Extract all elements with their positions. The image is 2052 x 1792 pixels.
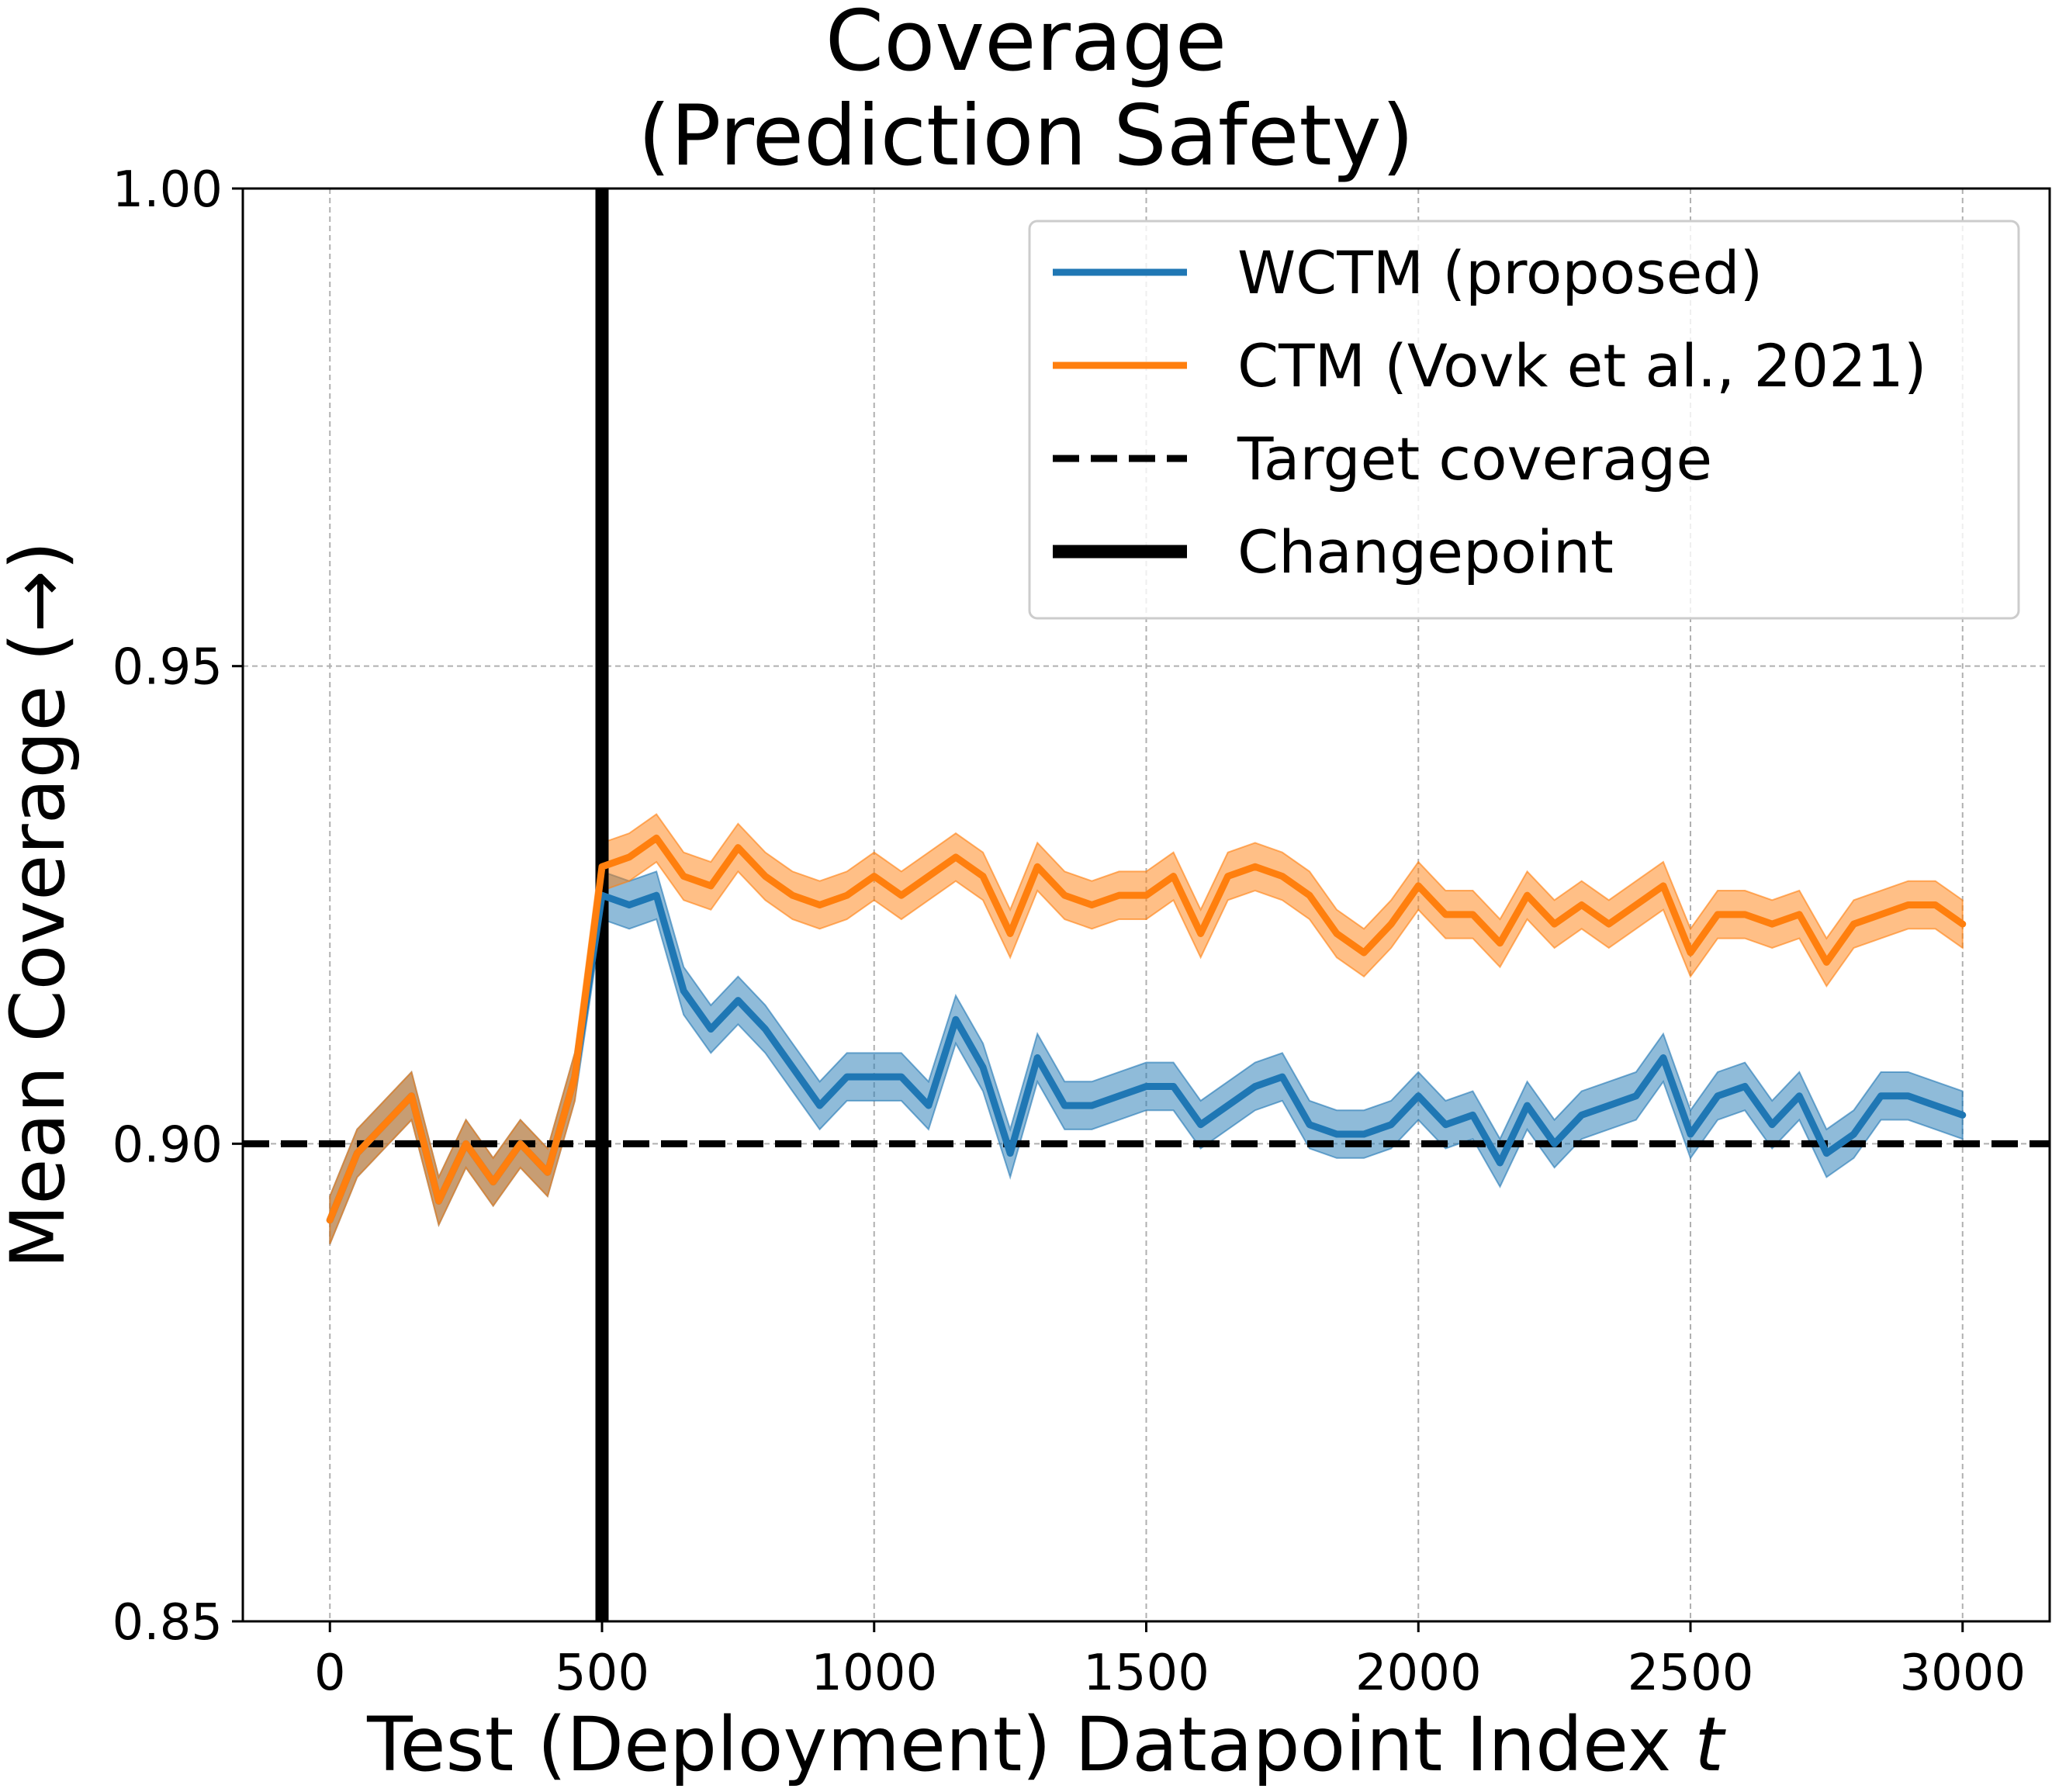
y-tick-label: 0.95: [112, 639, 223, 697]
x-axis-title: Test (Deployment) Datapoint Index t: [366, 1701, 1726, 1788]
y-axis-title: Mean Coverage (→): [0, 541, 81, 1269]
y-tick-label: 1.00: [112, 161, 223, 219]
legend-label: CTM (Vovk et al., 2021): [1237, 331, 1927, 400]
x-tick-label: 2500: [1628, 1645, 1754, 1702]
x-tick-label: 2000: [1355, 1645, 1482, 1702]
x-axis-title-variable: t: [1694, 1701, 1726, 1788]
x-tick-label: 3000: [1899, 1645, 2026, 1702]
legend-label: Changepoint: [1237, 517, 1614, 586]
series-line-1: [326, 834, 1967, 1224]
y-tick-label: 0.85: [112, 1594, 223, 1652]
x-tick-label: 0: [314, 1645, 346, 1702]
x-tick-label: 1000: [811, 1645, 937, 1702]
series-lines: [326, 834, 1967, 1224]
legend-label: Target coverage: [1237, 424, 1712, 493]
x-axis-title-text: Test (Deployment) Datapoint Index: [366, 1701, 1671, 1788]
y-tick-label: 0.90: [112, 1116, 223, 1174]
legend-label: WCTM (proposed): [1237, 238, 1763, 307]
series-line-0: [326, 891, 1967, 1224]
axis-ticks: 0 500 1000 1500 2000 2500 3000 0.85 0.90 0.95 1.00: [112, 161, 2026, 1702]
chart-title: Coverage: [825, 0, 1227, 90]
chart-subtitle: (Prediction Safety): [638, 88, 1414, 185]
series-band-0: [329, 870, 1964, 1245]
legend-box: [1028, 220, 2020, 620]
legend: WCTM (proposed) CTM (Vovk et al., 2021) Ta…: [1028, 220, 2020, 620]
x-tick-label: 500: [555, 1645, 649, 1702]
x-tick-label: 1500: [1083, 1645, 1209, 1702]
